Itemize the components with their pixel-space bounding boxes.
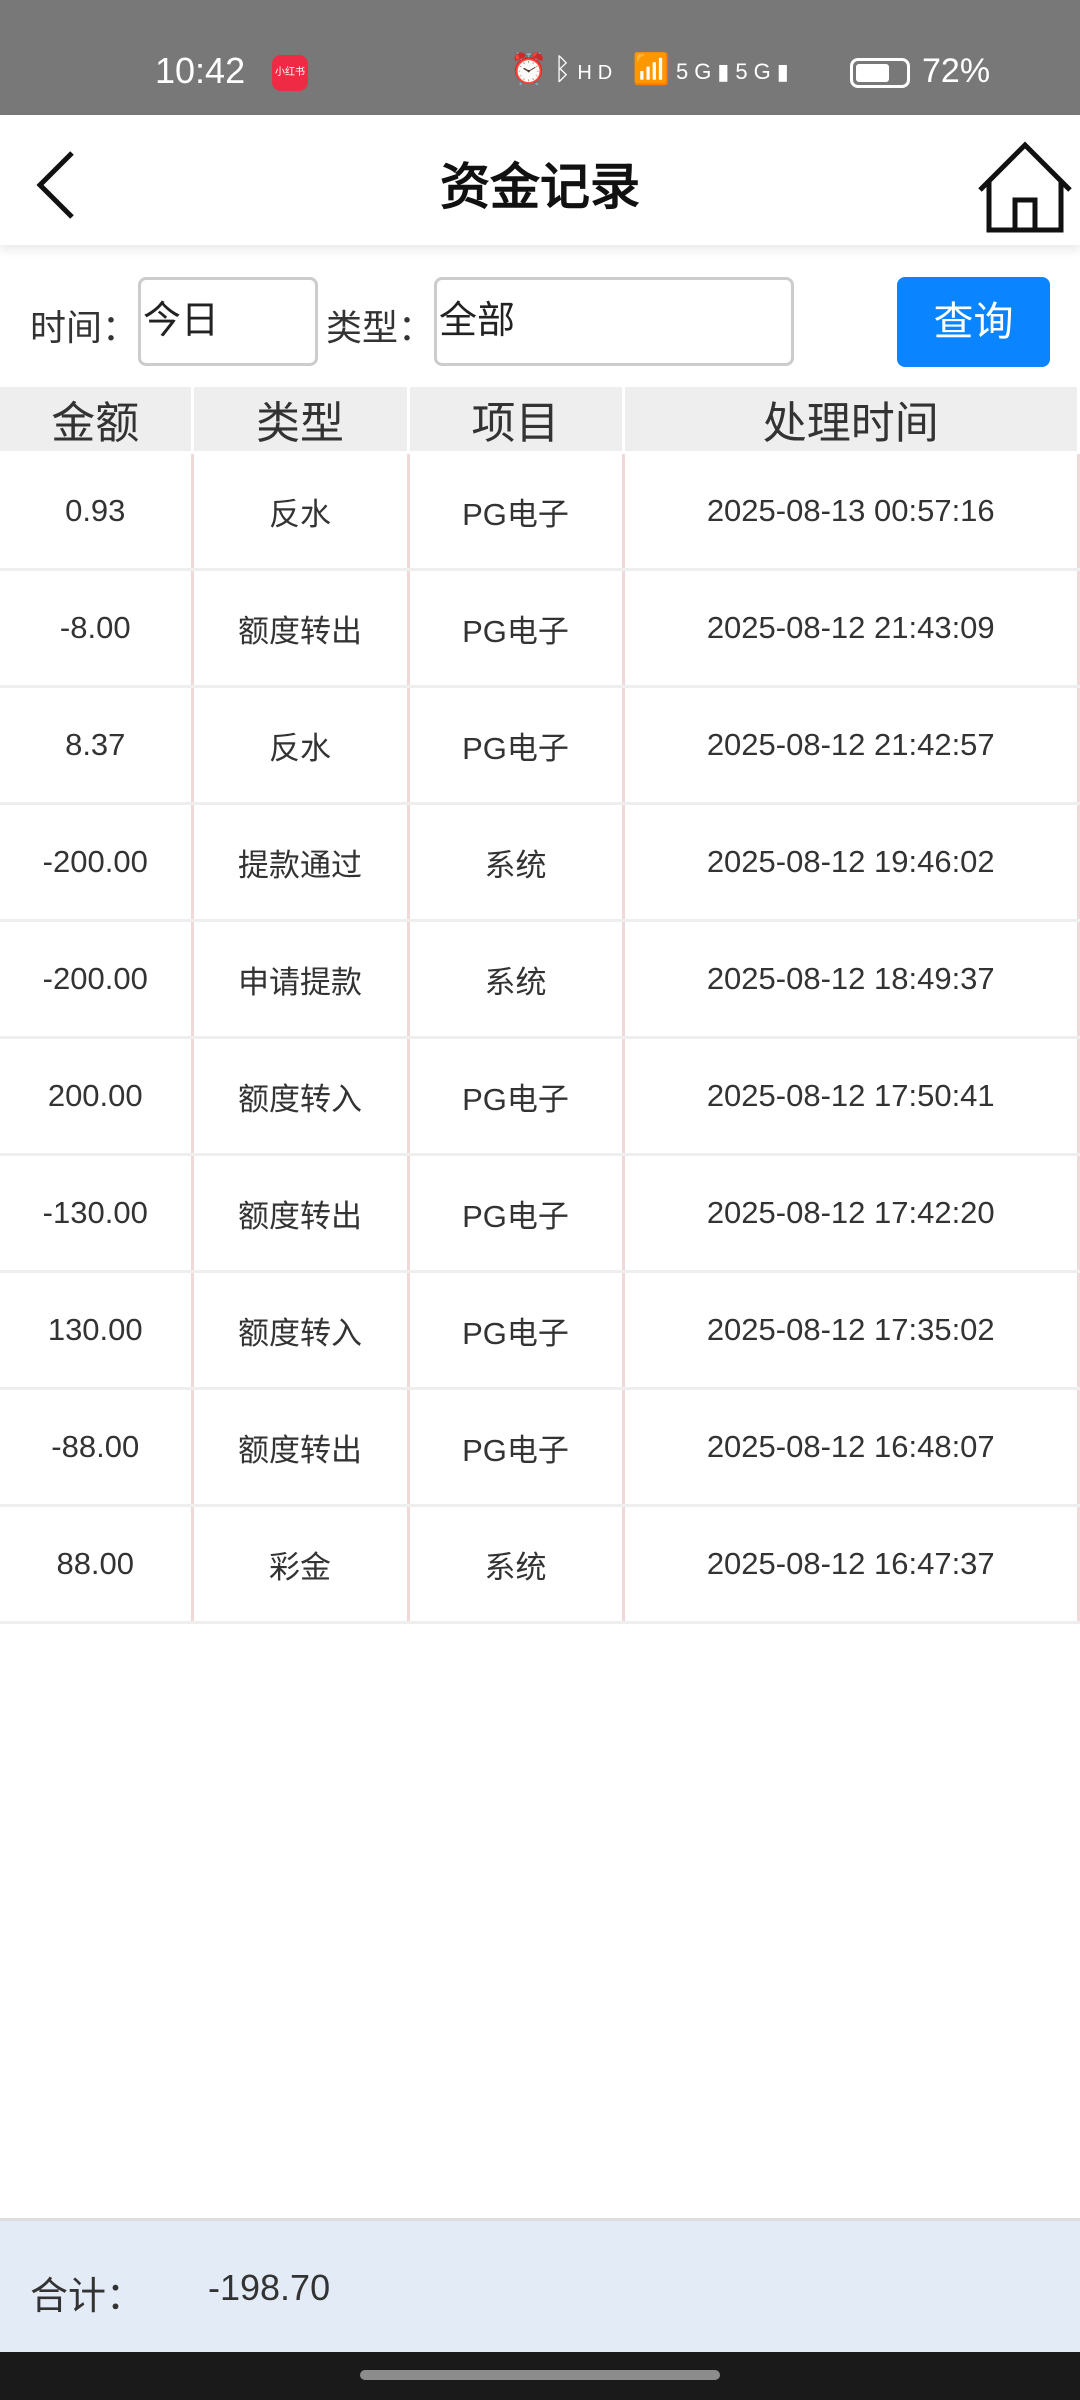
battery-percent: 72%: [922, 52, 991, 90]
hd-icon: HD: [577, 62, 619, 84]
table-row: 8.37 反水 PG电子 2025-08-12 21:42:57: [0, 686, 1080, 805]
status-bar: 10:42 小红书 ⏰ᛒHD 📶5G▮5G▮ 72%: [0, 0, 1080, 115]
time-cell: 2025-08-12 19:46:02: [623, 803, 1080, 922]
column-header: 项目: [408, 387, 625, 454]
time-select[interactable]: 今日: [138, 277, 318, 366]
table-row: -130.00 额度转出 PG电子 2025-08-12 17:42:20: [0, 1154, 1080, 1273]
project-cell: PG电子: [408, 1388, 625, 1507]
amount-cell: -130.00: [0, 1154, 194, 1273]
table-row: -8.00 额度转出 PG电子 2025-08-12 21:43:09: [0, 569, 1080, 688]
type-label: 类型：: [326, 307, 435, 348]
battery-icon: [850, 58, 910, 88]
amount-cell: 200.00: [0, 1037, 194, 1156]
project-cell: 系统: [408, 1505, 625, 1624]
type-cell: 提款通过: [192, 803, 410, 922]
project-cell: PG电子: [408, 569, 625, 688]
type-cell: 额度转出: [192, 569, 410, 688]
time-cell: 2025-08-12 17:50:41: [623, 1037, 1080, 1156]
amount-cell: 130.00: [0, 1271, 194, 1390]
table-header-row: 金额 类型 项目 处理时间: [0, 387, 1080, 454]
total-footer: 合计： -198.70: [0, 2218, 1080, 2352]
amount-cell: -8.00: [0, 569, 194, 688]
table-row: 200.00 额度转入 PG电子 2025-08-12 17:50:41: [0, 1037, 1080, 1156]
total-value: -198.70: [208, 2267, 331, 2308]
column-header: 处理时间: [623, 387, 1080, 454]
5g-signal-icon: 5G▮: [735, 59, 795, 84]
project-cell: PG电子: [408, 1271, 625, 1390]
time-cell: 2025-08-12 21:42:57: [623, 686, 1080, 805]
type-cell: 额度转入: [192, 1037, 410, 1156]
time-cell: 2025-08-12 16:47:37: [623, 1505, 1080, 1624]
column-header: 金额: [0, 387, 194, 454]
table-row: 88.00 彩金 系统 2025-08-12 16:47:37: [0, 1505, 1080, 1624]
amount-cell: 88.00: [0, 1505, 194, 1624]
column-header: 类型: [192, 387, 410, 454]
type-cell: 申请提款: [192, 920, 410, 1039]
project-cell: PG电子: [408, 1154, 625, 1273]
type-cell: 反水: [192, 452, 410, 571]
home-icon[interactable]: [975, 140, 1075, 235]
table-row: 130.00 额度转入 PG电子 2025-08-12 17:35:02: [0, 1271, 1080, 1390]
5g-signal-icon: 5G▮: [675, 59, 736, 84]
project-cell: 系统: [408, 803, 625, 922]
type-cell: 彩金: [192, 1505, 410, 1624]
type-cell: 反水: [192, 686, 410, 805]
chevron-left-icon[interactable]: [30, 145, 90, 225]
table-row: 0.93 反水 PG电子 2025-08-13 00:57:16: [0, 452, 1080, 571]
page-title: 资金记录: [440, 159, 640, 215]
status-time: 10:42: [155, 50, 246, 91]
amount-cell: 8.37: [0, 686, 194, 805]
project-cell: 系统: [408, 920, 625, 1039]
amount-cell: -88.00: [0, 1388, 194, 1507]
type-cell: 额度转入: [192, 1271, 410, 1390]
total-label: 合计：: [30, 2276, 145, 2318]
status-icons: ⏰ᛒHD 📶5G▮5G▮: [510, 52, 795, 87]
type-cell: 额度转出: [192, 1388, 410, 1507]
table-row: -200.00 提款通过 系统 2025-08-12 19:46:02: [0, 803, 1080, 922]
amount-cell: -200.00: [0, 803, 194, 922]
system-nav-bar: [0, 2352, 1080, 2400]
bluetooth-icon: ᛒ: [553, 53, 578, 86]
type-cell: 额度转出: [192, 1154, 410, 1273]
xiaohongshu-app-icon: 小红书: [272, 55, 308, 91]
table-row: -200.00 申请提款 系统 2025-08-12 18:49:37: [0, 920, 1080, 1039]
wifi-icon: 📶: [632, 53, 676, 86]
time-cell: 2025-08-12 18:49:37: [623, 920, 1080, 1039]
project-cell: PG电子: [408, 452, 625, 571]
filter-bar: 时间： 今日 类型： 全部 查询: [0, 277, 1080, 367]
time-label: 时间：: [30, 307, 139, 348]
app-header: 资金记录: [0, 115, 1080, 245]
time-cell: 2025-08-12 21:43:09: [623, 569, 1080, 688]
alarm-icon: ⏰: [510, 53, 554, 86]
project-cell: PG电子: [408, 686, 625, 805]
time-cell: 2025-08-12 16:48:07: [623, 1388, 1080, 1507]
project-cell: PG电子: [408, 1037, 625, 1156]
time-cell: 2025-08-12 17:42:20: [623, 1154, 1080, 1273]
table-row: -88.00 额度转出 PG电子 2025-08-12 16:48:07: [0, 1388, 1080, 1507]
home-gesture-handle[interactable]: [360, 2370, 720, 2380]
time-cell: 2025-08-12 17:35:02: [623, 1271, 1080, 1390]
records-table: 金额 类型 项目 处理时间 0.93 反水 PG电子 2025-08-13 00:57:16…: [0, 387, 1080, 1624]
time-cell: 2025-08-13 00:57:16: [623, 452, 1080, 571]
amount-cell: -200.00: [0, 920, 194, 1039]
amount-cell: 0.93: [0, 452, 194, 571]
query-button[interactable]: 查询: [897, 277, 1050, 367]
type-select[interactable]: 全部: [434, 277, 794, 366]
